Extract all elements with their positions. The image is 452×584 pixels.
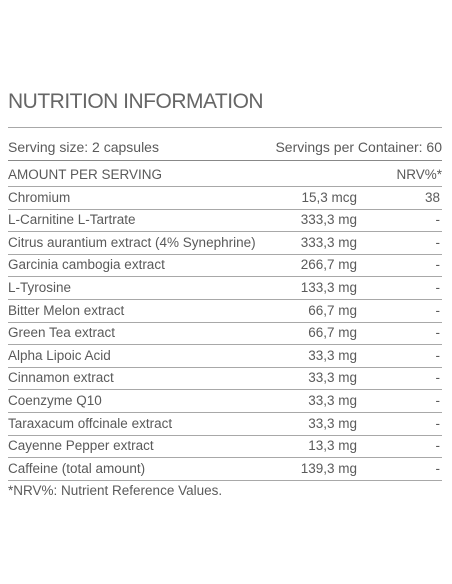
title: NUTRITION INFORMATION	[8, 90, 264, 113]
nutrient-amount: 333,3 mg	[300, 234, 357, 250]
rule	[8, 186, 442, 187]
rule	[8, 389, 442, 391]
nutrient-nrv: -	[435, 347, 441, 363]
nutrient-nrv: -	[435, 415, 441, 431]
nutrient-name: Coenzyme Q10	[8, 393, 102, 408]
nutrient-nrv: -	[435, 325, 441, 341]
nutrient-name: Citrus aurantium extract (4% Synephrine)	[8, 234, 256, 250]
rule	[8, 160, 442, 161]
nutrient-amount: 66,7 mg	[308, 302, 357, 318]
nutrient-amount: 133,3 mg	[300, 280, 357, 295]
nutrient-nrv: -	[435, 302, 441, 318]
nutrient-name: Caffeine (total amount)	[8, 460, 146, 476]
nutrient-name: Bitter Melon extract	[8, 302, 125, 318]
rule	[8, 457, 442, 459]
nutrient-amount: 13,3 mg	[308, 438, 357, 454]
nutrient-name: Garcinia cambogia extract	[8, 257, 165, 273]
rule	[8, 434, 442, 436]
rule	[8, 321, 442, 323]
nutrient-nrv: -	[435, 234, 441, 250]
rule	[8, 366, 442, 368]
nutrient-name: Cayenne Pepper extract	[8, 438, 154, 454]
footnote: *NRV%: Nutrient Reference Values.	[8, 483, 223, 499]
nutrient-name: L-Tyrosine	[8, 280, 72, 295]
nutrient-amount: 333,3 mg	[300, 212, 357, 228]
servings-per-container: Servings per Container: 60	[275, 139, 442, 155]
nutrient-amount: 33,3 mg	[308, 393, 357, 408]
rule	[8, 479, 442, 481]
rule	[8, 208, 442, 210]
nutrient-amount: 15,3 mcg	[301, 189, 357, 205]
rule	[8, 299, 442, 300]
nutrient-amount: 33,3 mg	[308, 370, 357, 386]
nutrient-amount: 66,7 mg	[308, 325, 357, 341]
header-cell: AMOUNT PER SERVING	[8, 167, 163, 182]
rule	[8, 412, 442, 413]
rule	[8, 344, 442, 346]
nutrient-name: L-Carnitine L-Tartrate	[8, 212, 136, 228]
nutrient-nrv: -	[435, 257, 441, 273]
nutrient-name: Green Tea extract	[8, 325, 116, 341]
nutrient-nrv: -	[435, 438, 441, 454]
nutrient-amount: 33,3 mg	[308, 347, 357, 363]
nutrient-name: Alpha Lipoic Acid	[8, 347, 111, 363]
nutrient-amount: 33,3 mg	[308, 415, 357, 431]
header-cell: NRV%*	[396, 167, 442, 182]
nutrient-name: Cinnamon extract	[8, 370, 114, 386]
nutrient-amount: 266,7 mg	[300, 257, 357, 273]
rule	[8, 127, 442, 128]
nutrient-nrv: -	[435, 212, 441, 228]
nutrient-amount: 139,3 mg	[300, 460, 357, 476]
nutrient-nrv: -	[435, 460, 441, 476]
serving-size: Serving size: 2 capsules	[8, 139, 159, 155]
nutrient-nrv: 38	[424, 189, 440, 205]
nutrient-nrv: -	[435, 393, 441, 408]
nutrient-name: Chromium	[8, 189, 71, 205]
nutrient-nrv: -	[435, 370, 441, 386]
rule	[8, 276, 442, 278]
nutrient-name: Taraxacum offcinale extract	[8, 415, 173, 431]
rule	[8, 253, 442, 255]
nutrient-nrv: -	[435, 280, 441, 295]
rule	[8, 231, 442, 233]
